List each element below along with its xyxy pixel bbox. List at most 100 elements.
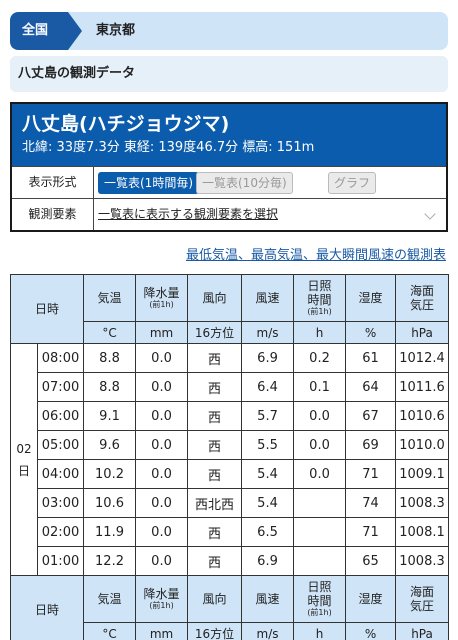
cell-sunshine: 0.1: [293, 372, 347, 402]
cell-precip: 0.0: [135, 343, 189, 373]
cell-precip: 0.0: [135, 488, 189, 518]
breadcrumb-arrow-icon: [68, 12, 82, 50]
table-row: 02:00 11.9 0.0 西 6.5 71 1008.1: [11, 517, 450, 547]
unit-pressure: hPa: [395, 321, 450, 344]
header-datetime: 日時: [9, 274, 85, 344]
elements-row: 観測要素 一覧表に表示する観測要素を選択: [12, 198, 446, 230]
cell-precip: 0.0: [135, 546, 189, 576]
repeat-header-wind-dir: 風向: [187, 575, 243, 623]
day-cell: 02 日: [10, 343, 38, 576]
cell-precip: 0.0: [135, 401, 189, 431]
cell-humidity: 74: [345, 488, 397, 518]
cell-temp: 10.2: [83, 459, 137, 489]
cell-time: 01:00: [36, 546, 85, 576]
hourly-table-button[interactable]: 一覧表(1時間毎): [98, 172, 199, 194]
cell-pressure: 1009.1: [395, 459, 450, 489]
cell-wind-speed: 5.4: [241, 488, 295, 518]
cell-pressure: 1010.0: [395, 430, 450, 460]
repeat-header-sunshine: 日照 時間 (前1h): [293, 575, 347, 623]
header-sunshine: 日照 時間 (前1h): [293, 274, 347, 322]
repeat-header-precip: 降水量 (前1h): [135, 575, 189, 623]
cell-sunshine: 0.0: [293, 401, 347, 431]
repeat-unit-wind-speed: m/s: [241, 622, 295, 640]
cell-pressure: 1008.3: [395, 546, 450, 576]
header-sunshine-sub: (前1h): [307, 307, 332, 316]
cell-temp: 12.2: [83, 546, 137, 576]
cell-wind-speed: 5.4: [241, 459, 295, 489]
repeat-header-sunshine-1: 日照: [307, 580, 332, 594]
repeat-header-pressure-2: 気圧: [410, 599, 435, 613]
cell-temp: 11.9: [83, 517, 137, 547]
breadcrumb-home-link[interactable]: 全国: [10, 12, 68, 50]
cell-sunshine: [293, 517, 347, 547]
repeat-header-precip-label: 降水量: [143, 587, 180, 601]
table-row: 07:00 8.8 0.0 西 6.4 0.1 64 1011.6: [11, 372, 450, 402]
observation-table: 日時 気温 降水量 (前1h) 風向 風速 日照 時間 (前1h) 湿度 海面 気圧 °…: [9, 274, 450, 640]
cell-humidity: 64: [345, 372, 397, 402]
unit-precip: mm: [135, 321, 189, 344]
repeat-header-sunshine-2: 時間: [307, 594, 332, 608]
cell-humidity: 71: [345, 517, 397, 547]
table-row: 04:00 10.2 0.0 西 5.4 0.0 71 1009.1: [11, 459, 450, 489]
cell-pressure: 1012.4: [395, 343, 450, 373]
elements-select[interactable]: 一覧表に表示する観測要素を選択: [98, 207, 279, 221]
cell-sunshine: [293, 488, 347, 518]
cell-sunshine: 0.0: [293, 459, 347, 489]
cell-sunshine: [293, 546, 347, 576]
unit-humidity: %: [345, 321, 397, 344]
cell-wind-speed: 6.9: [241, 343, 295, 373]
repeat-header-temp: 気温: [83, 575, 137, 623]
cell-wind-dir: 西北西: [187, 488, 243, 518]
cell-time: 07:00: [36, 372, 85, 402]
cell-wind-dir: 西: [187, 401, 243, 431]
header-sunshine-1: 日照: [307, 279, 332, 293]
display-format-row: 表示形式 一覧表(1時間毎) 一覧表(10分毎) グラフ: [12, 166, 446, 198]
header-precip-label: 降水量: [143, 286, 180, 300]
breadcrumb-current[interactable]: 東京都: [96, 23, 136, 38]
chevron-down-icon[interactable]: [424, 208, 436, 220]
station-coords: 北緯: 33度7.3分 東経: 139度46.7分 標高: 151m: [22, 140, 315, 155]
cell-precip: 0.0: [135, 372, 189, 402]
unit-sunshine: h: [293, 321, 347, 344]
cell-precip: 0.0: [135, 459, 189, 489]
station-name: 八丈島(ハチジョウジマ): [22, 113, 230, 135]
repeat-unit-temp: °C: [83, 622, 137, 640]
cell-humidity: 67: [345, 401, 397, 431]
cell-wind-speed: 5.5: [241, 430, 295, 460]
cell-humidity: 61: [345, 343, 397, 373]
extremes-table-link[interactable]: 最低気温、最高気温、最大瞬間風速の観測表: [185, 248, 446, 263]
table-row: 05:00 9.6 0.0 西 5.5 0.0 69 1010.0: [11, 430, 450, 460]
header-precip: 降水量 (前1h): [135, 274, 189, 322]
cell-pressure: 1011.6: [395, 372, 450, 402]
repeat-unit-sunshine: h: [293, 622, 347, 640]
cell-time: 03:00: [36, 488, 85, 518]
cell-pressure: 1008.3: [395, 488, 450, 518]
cell-precip: 0.0: [135, 517, 189, 547]
table-row: 02 日 08:00 8.8 0.0 西 6.9 0.2 61 1012.4: [10, 343, 450, 576]
cell-pressure: 1010.6: [395, 401, 450, 431]
cell-sunshine: 0.0: [293, 430, 347, 460]
cell-wind-dir: 西: [187, 546, 243, 576]
cell-temp: 8.8: [83, 372, 137, 402]
repeat-header-sunshine-sub: (前1h): [307, 608, 332, 617]
header-pressure-2: 気圧: [410, 298, 435, 312]
cell-humidity: 69: [345, 430, 397, 460]
cell-temp: 9.1: [83, 401, 137, 431]
repeat-unit-precip: mm: [135, 622, 189, 640]
repeat-header-wind-speed: 風速: [241, 575, 295, 623]
cell-sunshine: 0.2: [293, 343, 347, 373]
ten-minute-table-button[interactable]: 一覧表(10分毎): [196, 172, 293, 194]
cell-wind-dir: 西: [187, 343, 243, 373]
station-box: 八丈島(ハチジョウジマ) 北緯: 33度7.3分 東経: 139度46.7分 標…: [10, 102, 448, 232]
cell-time: 05:00: [36, 430, 85, 460]
cell-time: 06:00: [36, 401, 85, 431]
cell-wind-dir: 西: [187, 430, 243, 460]
cell-precip: 0.0: [135, 430, 189, 460]
graph-button[interactable]: グラフ: [328, 172, 377, 194]
day-unit: 日: [17, 463, 30, 478]
day-number: 02: [16, 441, 32, 456]
table-row: 01:00 12.2 0.0 西 6.9 65 1008.3: [11, 546, 450, 576]
header-wind-dir: 風向: [187, 274, 243, 322]
cell-temp: 9.6: [83, 430, 137, 460]
table-row: 03:00 10.6 0.0 西北西 5.4 74 1008.3: [11, 488, 450, 518]
